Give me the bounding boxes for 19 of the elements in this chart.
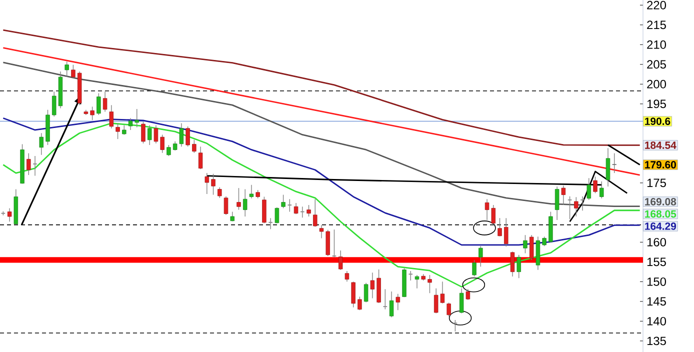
data-label: 168.05 xyxy=(645,210,676,218)
data-label: 184.54 xyxy=(645,142,676,149)
data-label: 164.29 xyxy=(645,222,676,230)
text: 179.60 xyxy=(645,161,676,168)
y-tick-label: 220 xyxy=(647,0,666,10)
data-label: 169.08 xyxy=(645,198,676,206)
y-tick-label: 215 xyxy=(647,20,666,30)
y-tick-label: 145 xyxy=(647,297,666,306)
y-tick-label: 155 xyxy=(647,258,666,266)
y-tick-label: 175 xyxy=(647,178,666,188)
y-tick-label: 135 xyxy=(647,336,666,346)
ref-line-label: 190.6 xyxy=(645,118,670,125)
y-tick-label: 150 xyxy=(647,277,666,286)
y-tick-label: 160 xyxy=(647,238,666,246)
y-tick-label: 200 xyxy=(647,80,666,88)
y-tick-label: 140 xyxy=(647,316,666,326)
y-tick-label: 205 xyxy=(647,60,666,69)
y-tick-label: 210 xyxy=(647,40,666,49)
y-tick-label: 195 xyxy=(647,100,666,108)
